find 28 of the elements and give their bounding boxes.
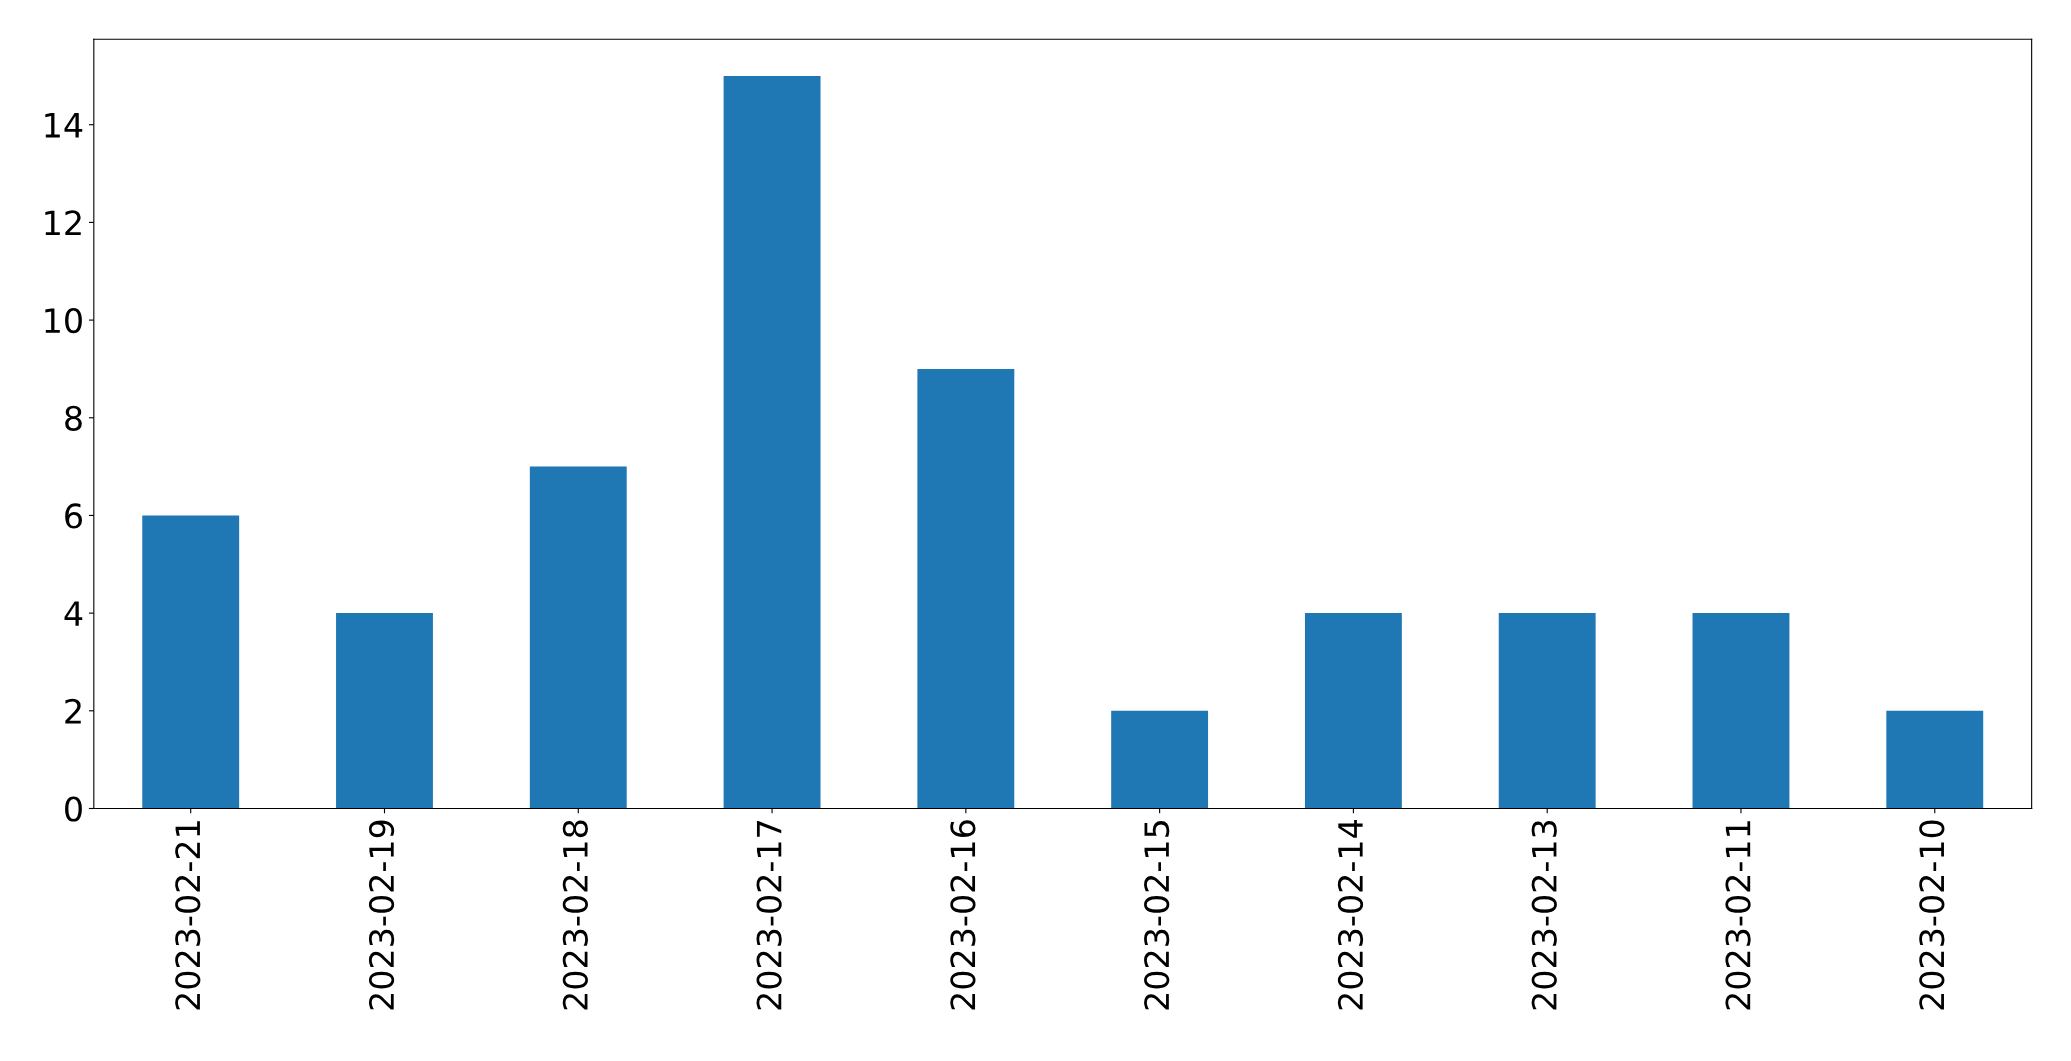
x-tick-label: 2023-02-14 [1337, 820, 1364, 1010]
y-tick-label: 8 [65, 405, 82, 431]
x-tick-label: 2023-02-10 [1919, 820, 1945, 1010]
bar [142, 515, 240, 809]
bar [529, 466, 627, 809]
x-tick-label: 2023-02-17 [756, 821, 782, 1010]
y-tick-label: 2 [65, 698, 81, 724]
y-tick-label: 12 [45, 210, 81, 236]
x-tick-label: 2023-02-11 [1725, 821, 1751, 1010]
bar [917, 368, 1015, 809]
bar [1111, 710, 1209, 809]
x-tick-label: 2023-02-16 [950, 820, 976, 1010]
y-tick-label: 14 [45, 113, 83, 138]
x-tick-label: 2023-02-21 [175, 821, 201, 1010]
bar [723, 75, 821, 809]
bar [1692, 613, 1790, 809]
y-tick-label: 0 [65, 796, 82, 822]
bar [1886, 710, 1984, 809]
bar [336, 613, 433, 809]
x-tick-label: 2023-02-18 [562, 820, 588, 1010]
bar [1304, 613, 1402, 809]
x-tick-label: 2023-02-19 [368, 820, 395, 1010]
y-tick-label: 6 [65, 503, 82, 529]
y-tick-label: 4 [64, 601, 83, 626]
bar [1498, 613, 1596, 809]
x-tick-label: 2023-02-15 [1144, 821, 1170, 1010]
x-tick-label: 2023-02-13 [1531, 820, 1557, 1010]
y-tick-label: 10 [45, 308, 82, 334]
